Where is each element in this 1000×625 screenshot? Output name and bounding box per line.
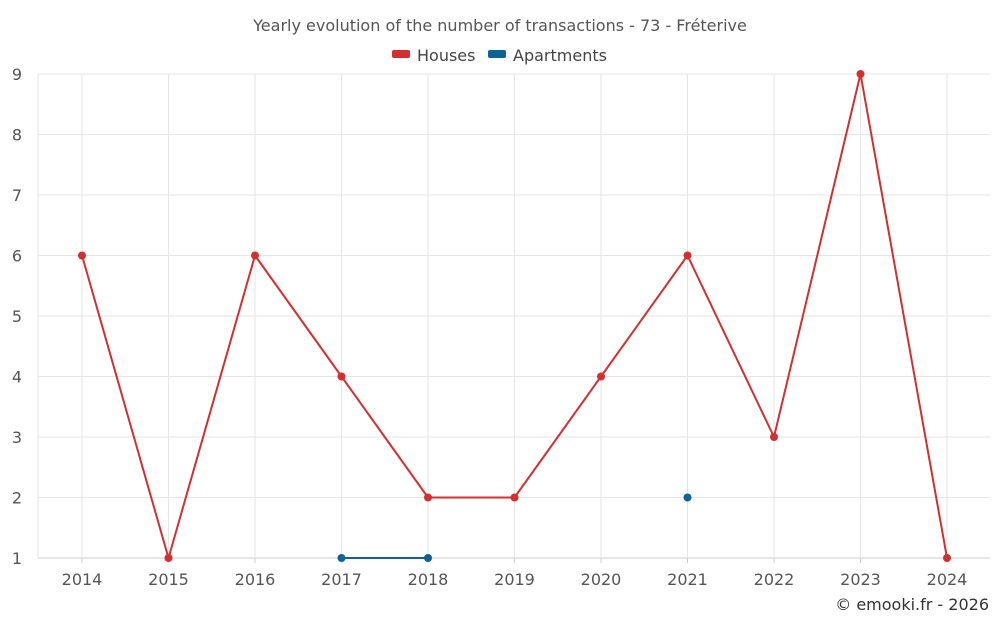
data-point[interactable] (684, 494, 692, 502)
data-point[interactable] (857, 70, 865, 78)
x-tick-label: 2014 (62, 570, 103, 589)
legend-item-houses[interactable]: Houses (392, 46, 475, 65)
x-tick-label: 2019 (494, 570, 535, 589)
chart-root: Yearly evolution of the number of transa… (0, 0, 1000, 625)
x-tick-label: 2021 (667, 570, 708, 589)
y-tick-label: 3 (12, 428, 22, 447)
data-point[interactable] (424, 554, 432, 562)
x-tick-label: 2017 (321, 570, 362, 589)
legend-swatch (392, 50, 410, 58)
y-tick-label: 9 (12, 65, 22, 84)
data-point[interactable] (597, 373, 605, 381)
legend: Houses Apartments (392, 46, 607, 65)
x-tick-label: 2024 (927, 570, 968, 589)
x-axis: 2014 2015 2016 2017 2018 2019 2020 2021 2022 2023… (62, 570, 968, 589)
y-tick-label: 6 (12, 247, 22, 266)
y-tick-label: 8 (12, 126, 22, 145)
legend-item-apartments[interactable]: Apartments (488, 46, 607, 65)
data-point[interactable] (78, 252, 86, 260)
chart-title: Yearly evolution of the number of transa… (252, 16, 747, 35)
y-tick-label: 1 (12, 549, 22, 568)
credit-text: © emooki.fr - 2026 (835, 595, 989, 614)
data-point[interactable] (943, 554, 951, 562)
legend-label: Houses (417, 46, 475, 65)
data-point[interactable] (338, 373, 346, 381)
y-tick-label: 2 (12, 489, 22, 508)
y-tick-label: 7 (12, 186, 22, 205)
x-tick-label: 2018 (408, 570, 449, 589)
y-tick-label: 5 (12, 307, 22, 326)
data-point[interactable] (511, 494, 519, 502)
x-tick-label: 2015 (148, 570, 189, 589)
x-tick-label: 2022 (754, 570, 795, 589)
x-tick-label: 2023 (840, 570, 881, 589)
y-axis: 1 2 3 4 5 6 7 8 9 (12, 65, 22, 568)
x-tick-label: 2016 (235, 570, 276, 589)
legend-swatch (488, 50, 506, 58)
x-tick-label: 2020 (581, 570, 622, 589)
data-point[interactable] (338, 554, 346, 562)
data-point[interactable] (684, 252, 692, 260)
y-tick-label: 4 (12, 368, 22, 387)
data-point[interactable] (165, 554, 173, 562)
data-point[interactable] (251, 252, 259, 260)
data-point[interactable] (424, 494, 432, 502)
grid (38, 74, 990, 563)
legend-label: Apartments (513, 46, 607, 65)
data-point[interactable] (770, 433, 778, 441)
